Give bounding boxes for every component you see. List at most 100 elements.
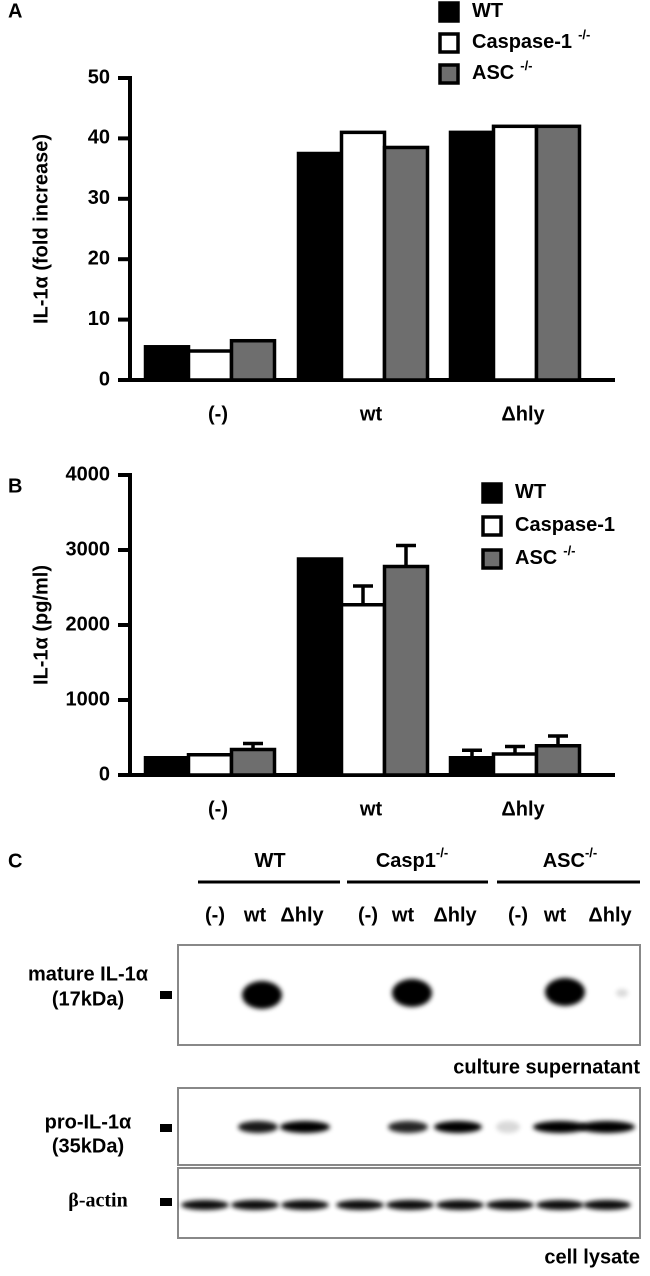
lane-label: Δhly bbox=[588, 904, 632, 926]
band bbox=[434, 1121, 482, 1133]
band bbox=[579, 1121, 635, 1133]
y-tick-label: 1000 bbox=[66, 688, 111, 710]
bar bbox=[186, 349, 234, 382]
row-label: β-actin bbox=[68, 1190, 127, 1212]
legend-sup: -/- bbox=[578, 27, 590, 42]
legend-name: ASC bbox=[472, 62, 514, 84]
group-label: WT bbox=[254, 850, 285, 872]
bar bbox=[448, 756, 496, 777]
row-size: (17kDa) bbox=[52, 988, 124, 1010]
group-name: WT bbox=[254, 850, 285, 872]
y-tick-label: 3000 bbox=[66, 538, 111, 560]
band bbox=[231, 1200, 279, 1210]
band bbox=[181, 1200, 229, 1210]
legend-swatch bbox=[438, 32, 460, 54]
lane-label: wt bbox=[543, 904, 567, 926]
legend-swatch bbox=[438, 1, 460, 23]
group-sup: -/- bbox=[585, 845, 597, 860]
band bbox=[281, 1200, 329, 1210]
band bbox=[583, 1200, 631, 1210]
bar bbox=[448, 130, 496, 382]
lane-label: (-) bbox=[358, 904, 378, 926]
legend-label: Caspase-1 bbox=[515, 514, 615, 536]
y-tick-label: 50 bbox=[88, 66, 110, 88]
bar bbox=[534, 124, 582, 382]
legend-name: WT bbox=[472, 0, 503, 22]
bar bbox=[382, 564, 430, 777]
bar bbox=[382, 145, 430, 382]
group-sup: -/- bbox=[436, 845, 448, 860]
legend-sup: -/- bbox=[563, 543, 575, 558]
legend-swatch bbox=[481, 548, 503, 570]
bar bbox=[296, 557, 344, 777]
y-tick-label: 4000 bbox=[66, 463, 111, 485]
y-tick-label: 20 bbox=[88, 247, 110, 269]
group-label: ASC-/- bbox=[543, 845, 598, 872]
y-tick-label: 0 bbox=[99, 368, 110, 390]
y-tick-label: 40 bbox=[88, 127, 110, 149]
bar bbox=[491, 752, 539, 777]
bar bbox=[143, 345, 191, 382]
legend-swatch bbox=[438, 63, 460, 85]
band bbox=[238, 1121, 278, 1133]
caption: culture supernatant bbox=[453, 1056, 640, 1078]
legend-label: ASC -/- bbox=[472, 58, 533, 84]
y-tick-label: 0 bbox=[99, 763, 110, 785]
x-tick-label: Δhly bbox=[501, 798, 545, 820]
legend-label: Caspase-1 -/- bbox=[472, 27, 590, 53]
legend-label: ASC -/- bbox=[515, 543, 576, 569]
band bbox=[336, 1200, 384, 1210]
lane-label: wt bbox=[243, 904, 267, 926]
legend-name: Caspase-1 bbox=[472, 31, 572, 53]
bar bbox=[339, 130, 387, 382]
y-tick-label: 2000 bbox=[66, 613, 111, 635]
bar bbox=[296, 151, 344, 382]
legend-swatch bbox=[481, 482, 503, 504]
panel-label: C bbox=[8, 850, 22, 872]
row-label: mature IL-1α bbox=[28, 963, 149, 985]
bar bbox=[534, 744, 582, 777]
bar bbox=[143, 756, 191, 777]
group-label: Casp1-/- bbox=[376, 845, 448, 872]
y-tick-label: 10 bbox=[88, 308, 110, 330]
y-tick-label: 30 bbox=[88, 187, 110, 209]
marker bbox=[160, 1124, 172, 1132]
band bbox=[536, 1200, 584, 1210]
panel-label: A bbox=[8, 0, 22, 22]
band bbox=[280, 1121, 330, 1133]
lane-label: Δhly bbox=[280, 904, 324, 926]
band bbox=[392, 979, 432, 1007]
legend-label: WT bbox=[515, 481, 546, 503]
legend-name: WT bbox=[515, 481, 546, 503]
legend-name: Caspase-1 bbox=[515, 514, 615, 536]
group-name: ASC bbox=[543, 850, 585, 872]
band bbox=[616, 989, 628, 997]
row-label: pro-IL-1α bbox=[45, 1111, 132, 1133]
y-axis-label: IL-1α (fold increase) bbox=[30, 134, 52, 324]
marker bbox=[160, 991, 172, 999]
band bbox=[388, 1121, 428, 1133]
bar bbox=[229, 747, 277, 777]
legend-sup: -/- bbox=[520, 58, 532, 73]
x-tick-label: Δhly bbox=[501, 403, 545, 425]
panel-label: B bbox=[8, 475, 22, 497]
legend-name: ASC bbox=[515, 547, 557, 569]
lane-label: wt bbox=[391, 904, 415, 926]
bar bbox=[339, 603, 387, 777]
lane-label: (-) bbox=[205, 904, 225, 926]
group-name: Casp1 bbox=[376, 850, 436, 872]
band bbox=[545, 978, 585, 1006]
band bbox=[386, 1200, 434, 1210]
y-axis-label: IL-1α (pg/ml) bbox=[30, 565, 52, 685]
band bbox=[496, 1121, 520, 1133]
blot-box bbox=[177, 1167, 641, 1239]
legend-label: WT bbox=[472, 0, 503, 22]
x-tick-label: wt bbox=[359, 403, 383, 425]
band bbox=[436, 1200, 484, 1210]
x-tick-label: (-) bbox=[208, 798, 228, 820]
bar bbox=[491, 124, 539, 382]
x-tick-label: (-) bbox=[208, 403, 228, 425]
marker bbox=[160, 1198, 172, 1206]
lane-label: Δhly bbox=[433, 904, 477, 926]
